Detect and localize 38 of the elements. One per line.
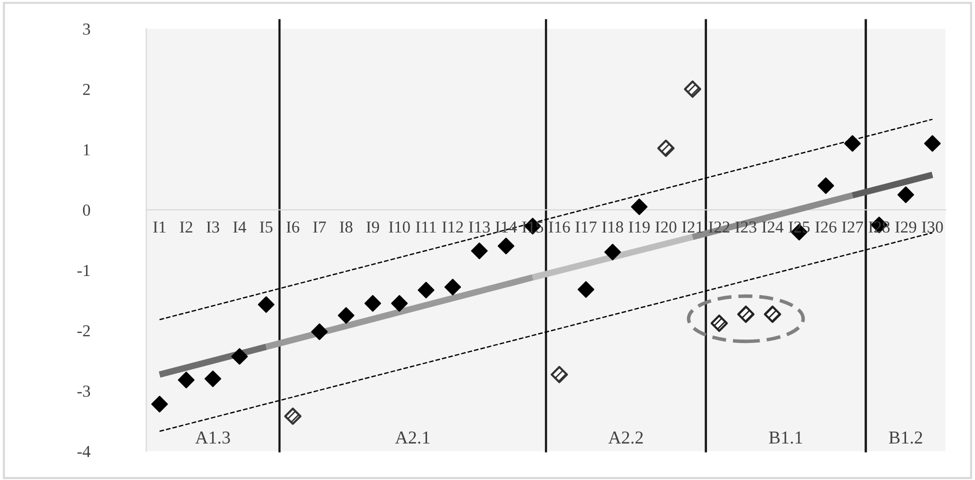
band-label: B1.2 bbox=[888, 432, 922, 444]
x-tick-label: I24 bbox=[762, 221, 784, 233]
y-tick-label: 2 bbox=[83, 84, 90, 95]
x-tick-label: I3 bbox=[206, 221, 220, 233]
band-label: A2.1 bbox=[395, 432, 430, 444]
x-tick-label: I27 bbox=[842, 221, 864, 233]
x-tick-label: I17 bbox=[575, 222, 597, 233]
x-tick-label: I10 bbox=[388, 221, 410, 233]
x-tick-label: I30 bbox=[922, 221, 943, 233]
y-tick-label: -4 bbox=[77, 446, 90, 457]
x-tick-label: I7 bbox=[313, 222, 326, 233]
band-label: B1.1 bbox=[769, 432, 802, 444]
x-tick-label: I16 bbox=[548, 221, 570, 233]
band-label: A2.2 bbox=[608, 432, 643, 444]
x-tick-label: I14 bbox=[496, 222, 517, 233]
x-tick-label: I8 bbox=[340, 221, 352, 233]
x-tick-label: I9 bbox=[366, 221, 380, 233]
y-tick-label: 0 bbox=[82, 204, 90, 216]
y-tick-label: 3 bbox=[83, 24, 90, 35]
x-tick-label: I26 bbox=[815, 221, 836, 233]
y-tick-label: 1 bbox=[84, 144, 90, 156]
x-tick-label: I1 bbox=[153, 222, 166, 233]
x-tick-label: I4 bbox=[233, 222, 246, 233]
x-tick-label: I13 bbox=[468, 221, 490, 233]
y-tick-label: -3 bbox=[77, 386, 90, 397]
band-label: A1.3 bbox=[195, 432, 230, 444]
x-tick-label: I12 bbox=[442, 221, 463, 233]
x-tick-label: I21 bbox=[682, 221, 703, 233]
x-tick-label: I18 bbox=[602, 221, 624, 233]
x-tick-label: I2 bbox=[180, 221, 192, 233]
x-tick-label: I19 bbox=[628, 221, 650, 233]
x-tick-label: I6 bbox=[286, 221, 300, 233]
y-tick-label: -1 bbox=[77, 264, 90, 276]
y-tick-label: -2 bbox=[77, 325, 90, 336]
x-tick-label: I5 bbox=[260, 222, 272, 233]
x-tick-label: I29 bbox=[895, 221, 916, 233]
x-tick-label: I11 bbox=[416, 222, 436, 233]
x-tick-label: I20 bbox=[655, 221, 676, 233]
